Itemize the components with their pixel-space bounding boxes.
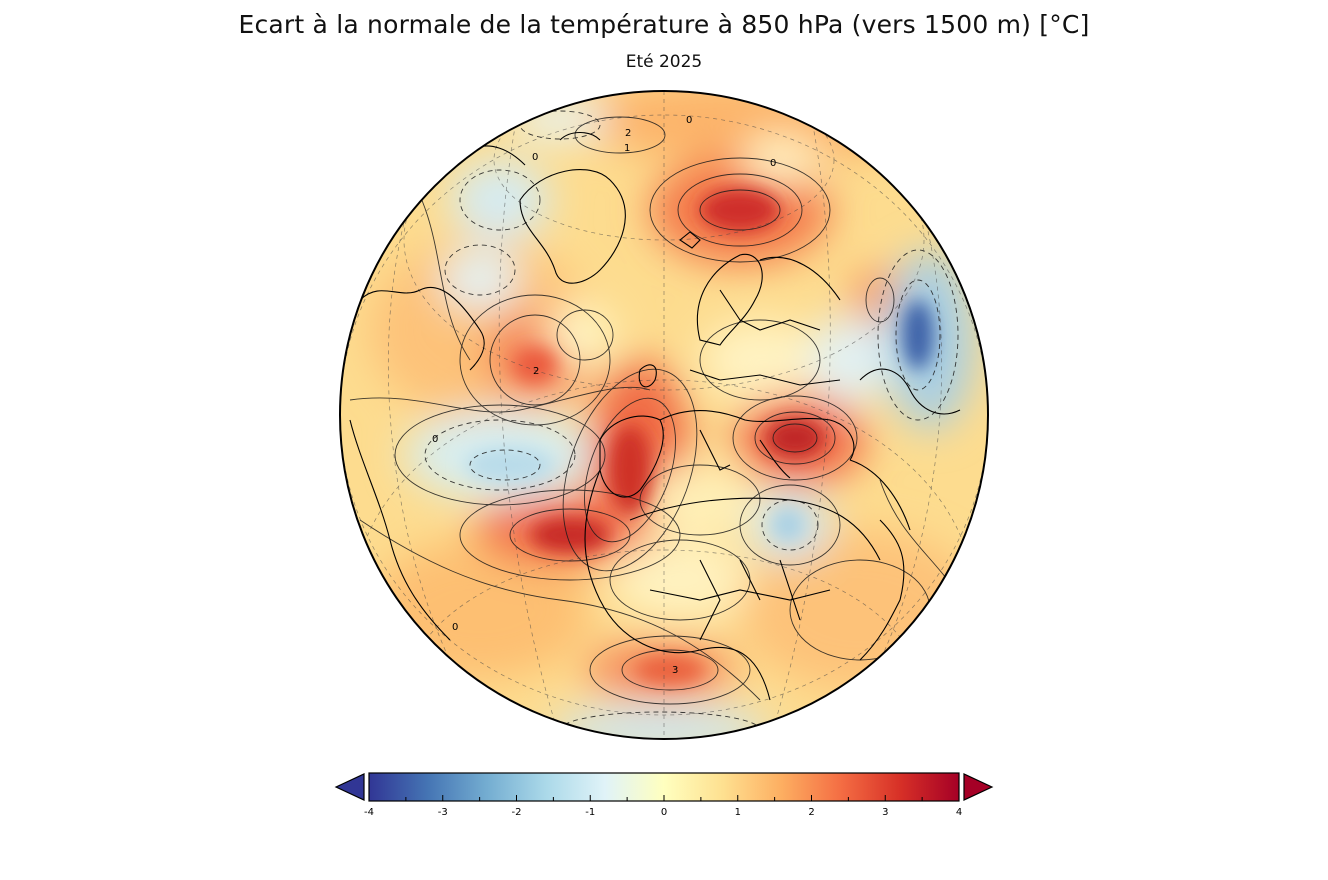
map-title: Ecart à la normale de la température à 8… <box>238 10 1090 39</box>
contour-label: 0 <box>452 622 458 633</box>
contour-label: 0 <box>686 115 692 126</box>
contour-label: 3 <box>672 665 678 676</box>
colorbar-tick-label: 0 <box>661 807 667 818</box>
colorbar-tick-label: -3 <box>438 807 448 818</box>
globe-map: 0 2 2 0 0 0 3 0 1 <box>339 90 989 740</box>
contour-label: 2 <box>625 128 631 139</box>
colorbar-ticks: -4 -3 -2 -1 0 1 2 3 4 <box>364 795 962 818</box>
colorbar-tick-label: 2 <box>808 807 814 818</box>
anomaly-field <box>340 91 988 739</box>
colorbar-tick-label: -2 <box>512 807 522 818</box>
globe-outline <box>339 90 989 740</box>
contour-label: 2 <box>533 366 539 377</box>
colorbar-min-extension <box>334 773 365 801</box>
colorbar-tick-label: 1 <box>735 807 741 818</box>
colorbar-tick-label: 4 <box>956 807 962 818</box>
map-subtitle: Eté 2025 <box>625 52 703 72</box>
colorbar-tick-label: -1 <box>585 807 595 818</box>
colorbar-tick-label: -4 <box>364 807 374 818</box>
contour-label: 0 <box>432 434 438 445</box>
contour-label: 0 <box>770 158 776 169</box>
contour-labels: 0 2 2 0 0 0 3 0 1 <box>432 115 776 676</box>
contour-label: 0 <box>532 152 538 163</box>
colorbar: -4 -3 -2 -1 0 1 2 3 4 <box>334 772 994 818</box>
colorbar-tick-label: 3 <box>882 807 888 818</box>
coastlines <box>349 131 961 701</box>
contour-label: 1 <box>624 143 630 154</box>
colorbar-max-extension <box>963 773 994 801</box>
